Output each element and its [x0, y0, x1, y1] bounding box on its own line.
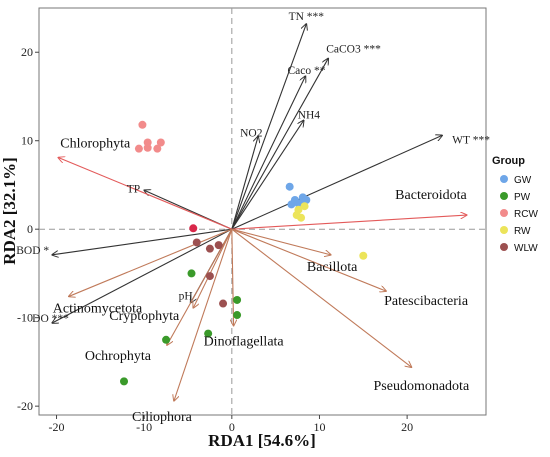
- legend-key-rw: [500, 226, 508, 234]
- taxon-vector: [174, 229, 233, 401]
- x-tick-label: -20: [49, 420, 65, 434]
- legend-key-pw: [500, 192, 508, 200]
- taxon-vector-label: Bacteroidota: [395, 188, 467, 203]
- sample-point-pw: [162, 335, 171, 344]
- sample-point-wlw: [205, 244, 214, 253]
- taxon-vector-label: Bacillota: [307, 260, 358, 275]
- taxon-vector: [232, 229, 234, 325]
- taxon-vector: [231, 228, 331, 255]
- sample-point-rcw: [134, 144, 143, 153]
- x-tick-label: 0: [229, 420, 235, 434]
- env-vector: [52, 228, 232, 255]
- env-vector: [231, 135, 442, 230]
- axis-layer: -20 -10 0 10 20 -20 -10 0 10 20: [17, 45, 413, 434]
- sample-point-rcw: [156, 138, 165, 147]
- taxon-vector-label: Dinoflagellata: [204, 335, 285, 350]
- sample-point-pw: [204, 329, 213, 338]
- taxon-vector: [69, 228, 233, 296]
- env-vector: [231, 76, 306, 230]
- y-tick-label: -10: [17, 311, 33, 325]
- sample-point-pw: [233, 295, 242, 304]
- sample-point-rw: [294, 205, 303, 214]
- taxon-vector-label: Patescibacteria: [384, 294, 469, 309]
- legend-label-wlw: WLW: [514, 243, 538, 254]
- y-tick-label: 10: [21, 134, 33, 148]
- taxon-vector-label: Pseudomonadota: [374, 379, 470, 394]
- y-tick-label: 20: [21, 45, 33, 59]
- sample-point-wlw: [205, 272, 214, 281]
- legend-label-pw: PW: [514, 192, 531, 203]
- env-vector-label: pH: [179, 291, 193, 303]
- x-tick-label: 20: [401, 420, 413, 434]
- env-vector-label: NH4: [298, 109, 321, 121]
- y-axis-title: RDA2 [32.1%]: [0, 157, 19, 265]
- taxon-vector: [58, 158, 233, 230]
- x-tick-label: 10: [313, 420, 325, 434]
- sample-point-rw: [359, 251, 368, 260]
- taxon-vector-label: Actinomycetota: [53, 301, 143, 316]
- legend-key-gw: [500, 175, 508, 183]
- legend-key-rcw: [500, 209, 508, 217]
- legend-label-rw: RW: [514, 226, 531, 237]
- sample-point-gw: [285, 182, 294, 191]
- env-vector-label: NO2: [240, 127, 263, 139]
- point-layer: [120, 120, 368, 386]
- sample-point-pw: [233, 311, 242, 320]
- sample-point-wlw: [192, 238, 201, 247]
- env-vector-label: CaCO3 ***: [326, 43, 381, 55]
- legend: Group GW PW RCW RW WLW: [492, 155, 538, 254]
- legend-key-wlw: [500, 243, 508, 251]
- legend-label-gw: GW: [514, 175, 532, 186]
- sample-point-wlw: [214, 241, 223, 250]
- taxon-vector: [231, 228, 386, 291]
- env-vector-label: TN ***: [289, 11, 325, 23]
- taxon-vector: [167, 228, 233, 345]
- env-vector: [231, 136, 258, 230]
- x-axis-title: RDA1 [54.6%]: [208, 431, 316, 450]
- vector-layer: [52, 24, 467, 401]
- y-tick-label: 0: [27, 222, 33, 236]
- env-vector-label: TP: [127, 183, 140, 195]
- reference-lines: [39, 8, 486, 415]
- taxon-vector: [231, 228, 412, 367]
- sample-point-rcw: [143, 138, 152, 147]
- sample-point-extra: [189, 224, 198, 233]
- taxon-vector-label: Chlorophyta: [60, 137, 131, 152]
- sample-point-pw: [120, 377, 129, 386]
- sample-point-rcw: [138, 120, 147, 129]
- env-vector-label: DO ***: [32, 313, 69, 325]
- taxon-vector: [193, 228, 233, 308]
- env-vector: [231, 24, 306, 230]
- sample-point-pw: [187, 269, 196, 278]
- env-vector: [231, 58, 328, 230]
- y-tick-label: -20: [17, 399, 33, 413]
- taxon-vector-label: Cryptophyta: [109, 309, 180, 324]
- env-vector: [52, 228, 233, 323]
- sample-point-gw: [302, 195, 311, 204]
- legend-label-rcw: RCW: [514, 209, 538, 220]
- env-vector-label: Caco **: [287, 65, 325, 77]
- env-vector-label: WT ***: [452, 134, 490, 146]
- x-tick-label: -10: [136, 420, 152, 434]
- plot-frame: [38, 7, 487, 416]
- sample-point-rcw: [153, 144, 162, 153]
- legend-title: Group: [492, 155, 525, 167]
- env-vector: [231, 120, 304, 230]
- label-layer: TN *** CaCO3 ***Caco ** NH4 NO2 WT *** TP BOD …: [16, 11, 490, 425]
- taxon-vector-label: Ciliophora: [132, 410, 193, 425]
- sample-point-rw: [297, 213, 306, 222]
- sample-point-rw: [300, 202, 309, 211]
- taxon-vector: [231, 215, 467, 230]
- sample-point-wlw: [219, 299, 228, 308]
- taxon-vector-label: Ochrophyta: [85, 349, 152, 364]
- env-vector-label: BOD *: [16, 245, 49, 257]
